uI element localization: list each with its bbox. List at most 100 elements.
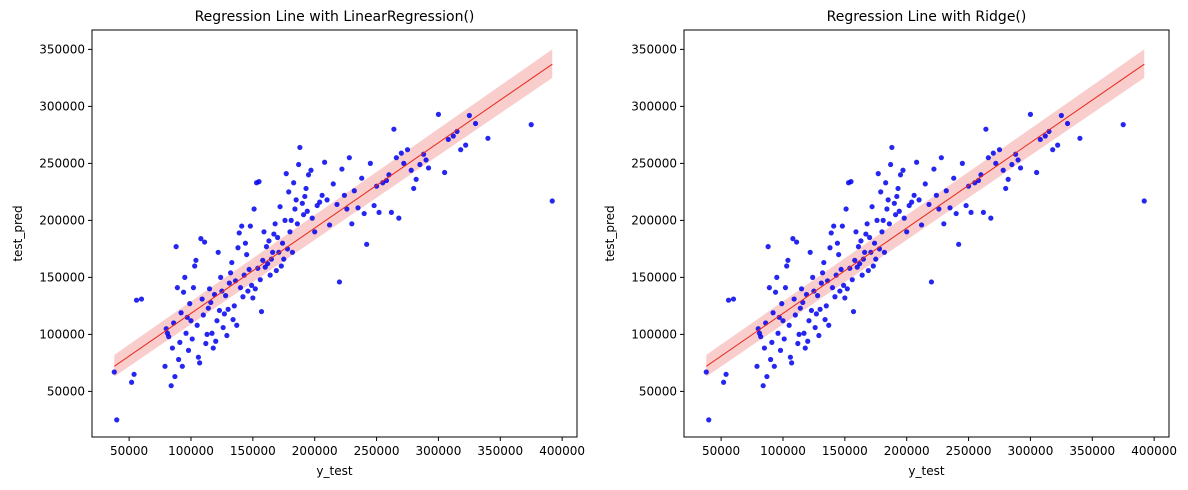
data-point xyxy=(235,245,241,251)
data-point xyxy=(308,167,314,173)
data-point xyxy=(806,318,812,324)
data-point xyxy=(1037,136,1043,143)
data-point xyxy=(789,360,795,366)
data-point xyxy=(862,249,868,255)
data-point xyxy=(888,161,894,168)
data-point xyxy=(174,285,180,291)
data-point xyxy=(875,171,881,177)
data-point xyxy=(859,272,865,278)
x-axis-label: y_test xyxy=(908,464,944,478)
data-point xyxy=(299,200,305,206)
data-point xyxy=(807,249,813,255)
data-point xyxy=(277,204,283,210)
data-point xyxy=(817,306,823,312)
data-point xyxy=(781,336,787,342)
data-point xyxy=(879,229,885,235)
data-point xyxy=(1005,176,1011,182)
data-point xyxy=(857,261,863,267)
data-point xyxy=(797,305,803,311)
x-tick-label: 250000 xyxy=(354,444,400,458)
data-point xyxy=(723,371,729,377)
data-point xyxy=(293,197,299,203)
data-point xyxy=(286,189,292,195)
data-point xyxy=(911,192,917,198)
data-point xyxy=(111,369,117,375)
data-point xyxy=(852,257,858,263)
data-point xyxy=(349,221,355,227)
data-point xyxy=(863,231,869,237)
data-point xyxy=(192,263,198,269)
data-point xyxy=(988,215,994,221)
data-point xyxy=(485,135,491,141)
data-point xyxy=(870,263,876,269)
chart-title: Regression Line with Ridge() xyxy=(827,9,1027,25)
data-point xyxy=(860,256,867,262)
data-point xyxy=(231,303,237,309)
data-point xyxy=(265,261,271,267)
data-point xyxy=(296,161,302,168)
data-point xyxy=(993,160,999,166)
data-point xyxy=(411,185,417,192)
data-point xyxy=(782,285,789,291)
data-point xyxy=(256,179,262,185)
x-tick-label: 50000 xyxy=(702,444,740,458)
data-point xyxy=(1058,112,1064,119)
x-tick-label: 400000 xyxy=(539,444,585,458)
data-point xyxy=(844,286,850,292)
data-point xyxy=(435,111,442,117)
data-point xyxy=(880,217,886,223)
data-point xyxy=(838,266,844,273)
data-point xyxy=(398,150,404,156)
data-point xyxy=(780,318,786,324)
data-point xyxy=(179,363,185,369)
data-point xyxy=(198,236,204,242)
data-point xyxy=(205,305,211,311)
data-point xyxy=(472,120,479,127)
data-point xyxy=(393,155,399,161)
y-tick-label: 200000 xyxy=(39,213,85,227)
x-tick-label: 150000 xyxy=(822,444,868,458)
data-point xyxy=(785,257,791,263)
data-point xyxy=(956,241,962,247)
data-point xyxy=(818,280,824,286)
data-point xyxy=(234,322,240,328)
data-point xyxy=(305,172,312,178)
data-point xyxy=(1000,167,1006,173)
data-point xyxy=(889,144,895,151)
data-point xyxy=(768,356,774,363)
data-point xyxy=(292,206,298,212)
y-tick-label: 100000 xyxy=(631,327,677,341)
data-point xyxy=(801,330,807,336)
data-point xyxy=(816,332,822,339)
data-point xyxy=(802,345,808,351)
data-point xyxy=(317,199,323,205)
data-point xyxy=(878,189,884,195)
data-point xyxy=(195,354,202,360)
data-point xyxy=(214,318,220,324)
data-point xyxy=(180,289,187,295)
data-point xyxy=(549,198,555,204)
data-point xyxy=(239,223,245,229)
data-point xyxy=(133,297,140,303)
data-point xyxy=(250,295,256,301)
data-point xyxy=(829,285,836,291)
data-point xyxy=(204,331,210,337)
data-point xyxy=(1017,165,1024,171)
data-point xyxy=(182,274,188,280)
data-point xyxy=(270,249,276,255)
data-point xyxy=(324,197,330,203)
data-point xyxy=(983,126,989,132)
data-point xyxy=(199,296,205,302)
data-point xyxy=(720,379,727,385)
y-tick-label: 200000 xyxy=(631,213,677,227)
data-point xyxy=(302,193,308,200)
data-point xyxy=(247,223,253,229)
data-point xyxy=(246,266,252,273)
data-point xyxy=(187,301,193,307)
data-point xyxy=(792,312,798,318)
data-point xyxy=(177,339,183,345)
data-point xyxy=(897,172,904,178)
data-point xyxy=(267,272,273,278)
plot-frame xyxy=(91,29,578,438)
data-point xyxy=(237,285,244,291)
